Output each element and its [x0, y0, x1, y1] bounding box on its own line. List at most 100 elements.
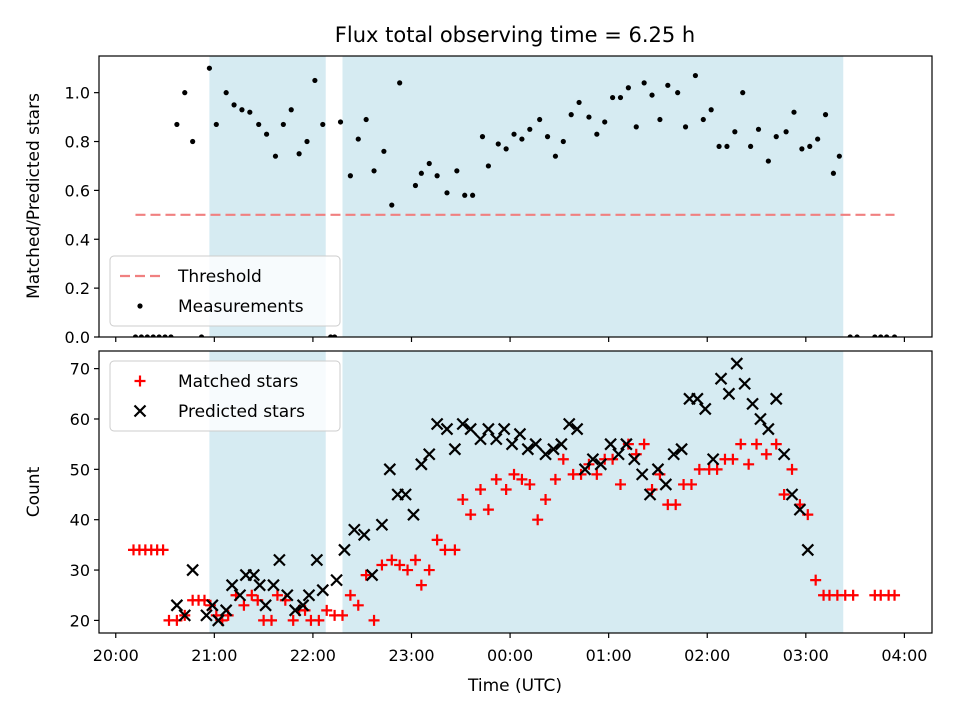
measurement-point: [625, 85, 631, 91]
measurement-point: [791, 109, 797, 115]
measurement-point: [485, 163, 491, 169]
matched-star-point: [238, 599, 250, 611]
matched-star-point: [360, 569, 372, 581]
measurement-point: [479, 134, 486, 140]
measurement-point: [168, 334, 174, 337]
matched-star-point: [889, 589, 901, 601]
ratio-panel: 0.0 0.2 0.4 0.6 0.8 1.0 Threshold Measurements: [65, 55, 933, 347]
matched-star-point: [439, 544, 451, 556]
predicted-star-point: [691, 392, 704, 406]
measurement-point: [263, 131, 270, 137]
predicted-star-point: [722, 387, 736, 401]
measurement-point: [617, 94, 624, 101]
measurement-point: [381, 148, 387, 154]
measurement-point: [675, 90, 681, 96]
matched-star-point: [157, 544, 169, 556]
measurement-point: [190, 138, 196, 145]
measurement-point: [162, 334, 168, 337]
predicted-star-point: [785, 488, 799, 501]
measurement-point: [363, 116, 369, 123]
measurement-point: [641, 80, 647, 86]
predicted-star-point: [659, 478, 673, 491]
predicted-star-point: [586, 452, 600, 466]
matched-star-point: [490, 473, 502, 485]
measurement-point: [328, 334, 334, 337]
predicted-star-point: [667, 447, 680, 461]
predicted-star-point: [383, 463, 397, 476]
matched-star-point: [711, 463, 723, 475]
measurement-point: [272, 153, 279, 159]
measurement-point: [552, 153, 559, 159]
predicted-star-point: [497, 422, 511, 436]
matched-star-point: [751, 438, 763, 450]
measurement-point: [247, 109, 253, 115]
measurement-point: [682, 124, 689, 130]
measurement-point: [256, 121, 262, 128]
predicted-star-point: [513, 427, 527, 441]
legend-label: Threshold: [177, 267, 262, 287]
predicted-star-point: [482, 422, 495, 436]
measurement-point: [138, 334, 144, 337]
predicted-star-point: [505, 437, 519, 451]
measurement-point: [649, 92, 655, 98]
measurement-point: [765, 158, 771, 164]
matched-star-point: [423, 564, 435, 576]
predicted-star-point: [267, 578, 280, 592]
predicted-star-point: [448, 442, 462, 456]
measurement-point: [389, 202, 395, 208]
measurement-point: [304, 138, 310, 145]
matched-star-point: [246, 589, 258, 601]
measurement-point: [732, 129, 738, 135]
measurement-point: [740, 90, 746, 96]
predicted-star-point: [302, 588, 316, 602]
predicted-star-point: [793, 503, 807, 516]
measurement-point: [692, 72, 699, 79]
y-tick-label: 0.6: [65, 181, 90, 200]
y-tick-label: 0.4: [65, 230, 90, 249]
count-panel: 20 30 40 50 60 70 20:00 21:00 22:00 23:00 00:00 01:…: [70, 350, 933, 665]
x-tick-label: 23:00: [388, 646, 434, 665]
measurement-point: [610, 94, 616, 101]
matched-star-point: [532, 514, 544, 526]
predicted-star-point: [247, 568, 261, 582]
predicted-star-point: [288, 604, 302, 617]
measurement-point: [426, 160, 432, 167]
predicted-star-point: [357, 528, 371, 542]
predicted-star-point: [464, 422, 477, 436]
measurement-point: [503, 146, 509, 152]
measurement-point: [332, 334, 338, 337]
axes-frame: [98, 350, 933, 634]
predicted-star-point: [348, 523, 361, 537]
predicted-star-point: [338, 543, 351, 557]
matched-star-point: [457, 494, 469, 506]
matched-star-point: [638, 438, 650, 450]
predicted-star-point: [489, 432, 503, 446]
measurement-point: [836, 153, 842, 159]
predicted-star-point: [273, 553, 286, 567]
measurement-point: [144, 334, 150, 337]
predicted-star-point: [570, 422, 584, 436]
matched-star-point: [614, 478, 626, 490]
predicted-star-point: [330, 573, 343, 587]
predicted-star-point: [628, 452, 641, 466]
y-tick-label: 0.8: [65, 133, 90, 152]
matched-star-point: [760, 448, 772, 460]
matched-star-point: [386, 554, 398, 566]
measurement-point: [815, 136, 821, 142]
measurement-point: [708, 107, 714, 113]
x-tick-label: 04:00: [881, 646, 927, 665]
measurement-point: [206, 65, 213, 71]
measurement-point: [594, 131, 600, 137]
measurement-point: [568, 112, 574, 118]
measurement-point: [511, 131, 517, 137]
x-tick-label: 20:00: [93, 646, 139, 665]
legend: Threshold Measurements: [109, 255, 341, 327]
predicted-star-point: [754, 412, 767, 426]
matched-star-point: [321, 604, 333, 616]
predicted-star-point: [170, 599, 184, 612]
measurement-point: [150, 334, 156, 337]
predicted-star-point: [415, 458, 428, 471]
matched-star-point: [431, 534, 443, 546]
measurement-point: [347, 173, 353, 179]
